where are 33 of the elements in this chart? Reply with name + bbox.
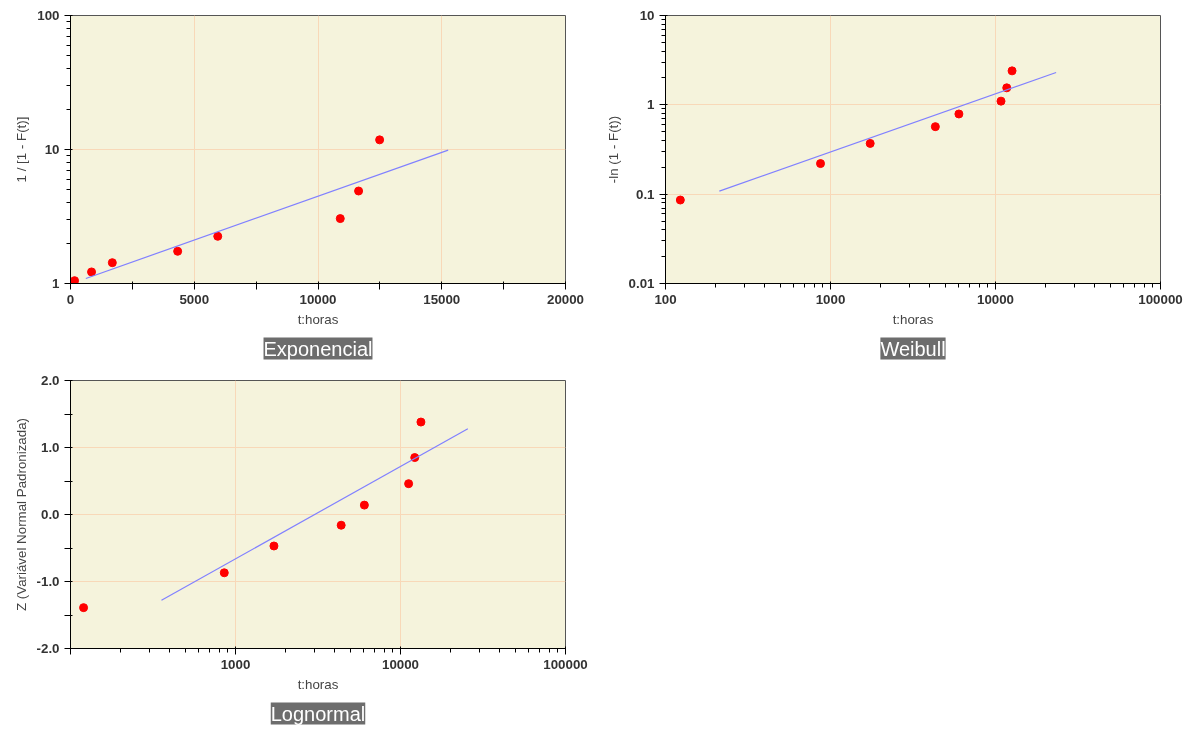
- text: Lognormal: [270, 702, 366, 725]
- x-tick-label: 20000: [546, 291, 585, 307]
- y-tick-label: 10: [44, 142, 60, 157]
- x-tick-label: 10000: [381, 656, 420, 672]
- y-tick-label: 1.0: [40, 440, 60, 455]
- x-axis-title: t:horas: [297, 676, 339, 692]
- y-tick-label: -2.0: [36, 641, 60, 656]
- x-tick-label: 5000: [179, 291, 210, 307]
- x-tick-label: 100000: [543, 656, 588, 672]
- y-tick-label: -1.0: [36, 574, 60, 589]
- x-tick-label: 15000: [423, 291, 461, 307]
- x-tick-label: 1000: [220, 656, 251, 672]
- y-axis-title: 1 / [1 - F(t)]: [14, 116, 30, 183]
- y-tick-label: 2.0: [40, 373, 60, 388]
- x-tick-label: 100000: [1138, 291, 1183, 307]
- y-tick-label: 1: [647, 97, 656, 113]
- y-axis-title: -ln (1 - F(t)): [605, 115, 621, 184]
- y-tick-label: 0.1: [635, 186, 656, 202]
- x-axis-title: t:horas: [892, 311, 934, 327]
- x-tick-label: 100: [654, 291, 677, 307]
- text: Weibull: [880, 337, 946, 360]
- x-tick-label: 10000: [976, 291, 1015, 307]
- y-tick-label: 1: [52, 276, 61, 291]
- x-tick-label: 10000: [299, 291, 337, 307]
- y-axis-title: Z (Variável Normal Padronizada): [13, 417, 29, 612]
- y-tick-label: 0.0: [40, 507, 60, 522]
- x-axis-title: t:horas: [297, 311, 339, 327]
- y-tick-label: 100: [37, 8, 60, 23]
- text: Exponencial: [263, 337, 373, 360]
- y-tick-label: 0.01: [628, 276, 656, 291]
- x-tick-label: 1000: [815, 291, 846, 307]
- y-tick-label: 10: [639, 8, 655, 23]
- x-tick-label: 0: [66, 291, 75, 307]
